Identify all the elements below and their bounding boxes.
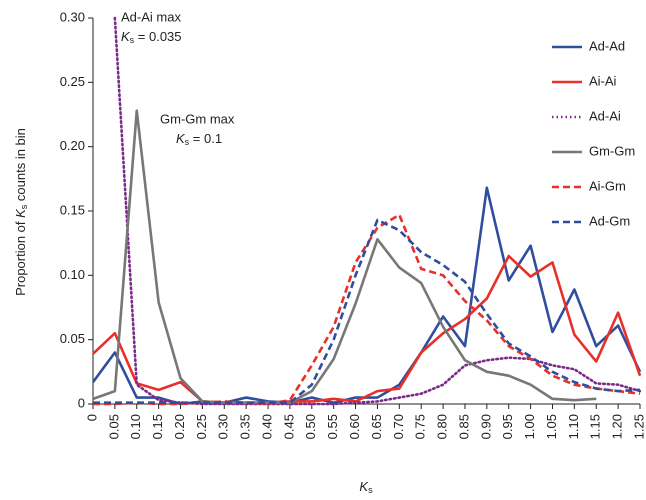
annotation-part: = 0.035	[134, 29, 181, 44]
legend-label: Gm-Gm	[589, 143, 635, 158]
y-label-part: K	[13, 208, 28, 218]
series-line	[113, 16, 642, 406]
y-tick-label: 0.10	[60, 267, 85, 282]
x-tick-label: 0.95	[500, 414, 515, 439]
legend-label: Ad-Ad	[589, 38, 625, 53]
x-tick-label: 1.00	[522, 414, 537, 439]
x-tick-label: 0.15	[150, 414, 165, 439]
annotation: Ad-Ai max	[121, 9, 181, 24]
x-tick-label: 0.25	[194, 414, 209, 439]
series-line	[92, 109, 597, 405]
x-label-part: s	[368, 485, 373, 495]
x-tick-label: 0.65	[369, 414, 384, 439]
legend-label: Ad-Gm	[589, 213, 630, 228]
annotation: Ks = 0.1	[176, 131, 222, 147]
legend-label: Ai-Gm	[589, 178, 626, 193]
y-tick-label: 0.20	[60, 138, 85, 153]
x-tick-label: 1.25	[631, 414, 646, 439]
legend-label: Ai-Ai	[589, 73, 617, 88]
series-line	[93, 213, 641, 406]
x-tick-label: 0.30	[216, 414, 231, 439]
x-tick-label: 1.10	[566, 414, 581, 439]
x-tick-label: 0.05	[106, 414, 121, 439]
annotation: Gm-Gm max	[160, 111, 235, 126]
y-tick-label: 0	[78, 395, 85, 410]
x-tick-label: 0.90	[478, 414, 493, 439]
x-tick-label: 0.85	[456, 414, 471, 439]
annotation-part: s	[185, 137, 190, 147]
x-tick-label: 0.55	[325, 414, 340, 439]
x-tick-label: 0.40	[259, 414, 274, 439]
annotation-part: K	[121, 29, 131, 44]
x-axis-label: Ks	[359, 479, 373, 495]
y-tick-label: 0.25	[60, 74, 85, 89]
series-line	[91, 186, 642, 406]
y-tick-label: 0.05	[60, 331, 85, 346]
x-tick-label: 1.20	[610, 414, 625, 439]
x-label-part: K	[359, 479, 369, 494]
x-tick-label: 0.80	[435, 414, 450, 439]
x-tick-label: 0.75	[413, 414, 428, 439]
y-label-part: counts in bin	[13, 128, 28, 205]
annotation-part: s	[130, 35, 135, 45]
y-tick-label: 0.30	[60, 9, 85, 24]
x-tick-label: 1.05	[544, 414, 559, 439]
x-tick-label: 0.70	[391, 414, 406, 439]
y-axis-label: Proportion of Ks counts in bin	[13, 128, 29, 296]
y-label-part: Proportion of	[13, 218, 28, 296]
y-label-part: s	[19, 204, 29, 209]
annotation-part: K	[176, 131, 186, 146]
x-tick-label: 0	[84, 414, 99, 421]
annotation-part: = 0.1	[189, 131, 222, 146]
series-line	[92, 254, 642, 405]
x-tick-label: 0.60	[347, 414, 362, 439]
x-tick-label: 0.50	[303, 414, 318, 439]
x-tick-label: 0.45	[281, 414, 296, 439]
legend-label: Ad-Ai	[589, 108, 621, 123]
x-tick-label: 1.15	[588, 414, 603, 439]
y-tick-label: 0.15	[60, 202, 85, 217]
annotation: Ks = 0.035	[121, 29, 182, 45]
x-tick-label: 0.20	[172, 414, 187, 439]
series-line	[93, 218, 641, 405]
x-tick-label: 0.10	[128, 414, 143, 439]
x-tick-label: 0.35	[238, 414, 253, 439]
